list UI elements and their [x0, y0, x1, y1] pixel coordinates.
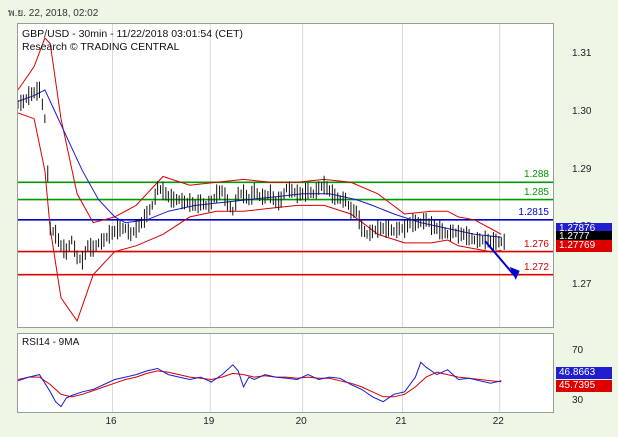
rsi-title: RSI14 - 9MA	[22, 337, 80, 348]
price-tick-1.29: 1.29	[572, 163, 592, 175]
price-chart-panel[interactable]: GBP/USD - 30min - 11/22/2018 03:01:54 (C…	[17, 23, 554, 328]
time-tick-22: 22	[492, 416, 504, 427]
time-tick-19: 19	[203, 416, 215, 427]
chart-source: Research © TRADING CENTRAL	[22, 41, 180, 53]
projection-arrowhead	[509, 266, 520, 280]
price-tick-1.27: 1.27	[572, 279, 592, 291]
price-axis: 1.311.301.291.281.27 1.278761.27771.2776…	[554, 23, 618, 328]
chart-title: GBP/USD - 30min - 11/22/2018 03:01:54 (C…	[22, 28, 243, 40]
price-tick-1.30: 1.30	[572, 105, 592, 117]
bollinger-lower	[18, 112, 502, 322]
price-tag-1.2777: 1.2777	[556, 230, 612, 243]
projection-line	[484, 240, 516, 277]
rsi-tick-30: 30	[572, 394, 584, 406]
rsi-chart-svg	[18, 334, 502, 412]
price-tick-1.31: 1.31	[572, 48, 592, 60]
time-tick-20: 20	[295, 416, 307, 427]
rsi-line	[18, 361, 502, 408]
top-bar: พ.ย. 22, 2018, 02:02	[0, 0, 618, 22]
bollinger-upper	[18, 36, 502, 235]
level-label-1.2815: 1.2815	[518, 206, 549, 218]
time-axis: 16 19 20 21 22	[17, 413, 554, 437]
level-label-1.288: 1.288	[523, 169, 549, 181]
price-chart-svg	[18, 24, 553, 327]
price-tag-1.27769: 1.27769	[556, 239, 612, 252]
timestamp: พ.ย. 22, 2018, 02:02	[8, 8, 99, 19]
rsi-tag-46.8663: 46.8663	[556, 366, 612, 379]
level-label-1.276: 1.276	[523, 238, 549, 250]
rsi-tick-70: 70	[572, 345, 584, 357]
rsi-tag-45.7395: 45.7395	[556, 380, 612, 393]
time-tick-21: 21	[395, 416, 407, 427]
time-tick-16: 16	[105, 416, 117, 427]
moving-average	[18, 89, 502, 238]
rsi-panel[interactable]: RSI14 - 9MA	[17, 333, 554, 413]
level-label-1.285: 1.285	[523, 186, 549, 198]
level-label-1.272: 1.272	[523, 261, 549, 273]
rsi-ma-line	[18, 370, 502, 398]
